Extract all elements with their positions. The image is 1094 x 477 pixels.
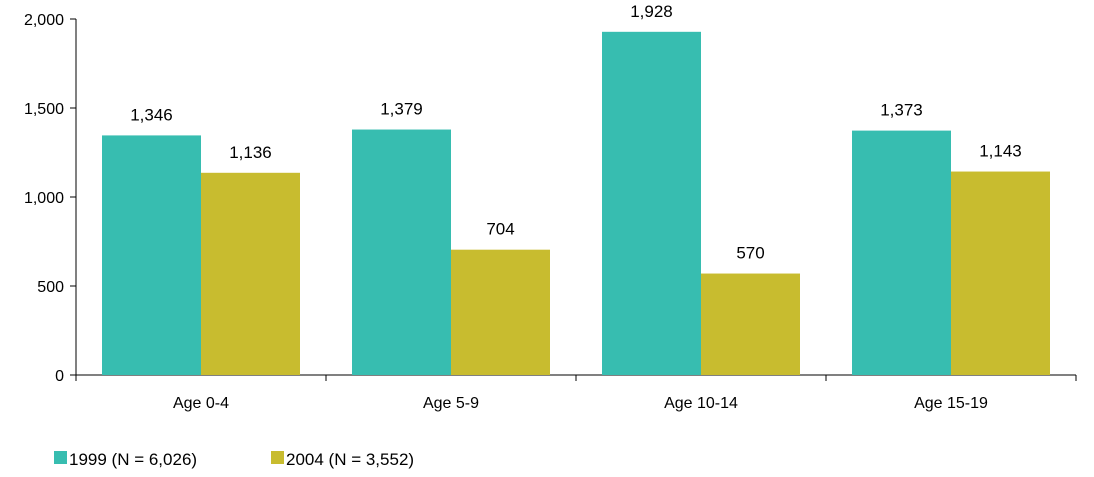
y-tick-label: 2,000 bbox=[24, 12, 64, 29]
bar-series-1 bbox=[102, 135, 201, 375]
x-category-label: Age 15-19 bbox=[914, 395, 988, 412]
legend-swatch bbox=[54, 451, 67, 464]
data-label: 1,346 bbox=[130, 105, 173, 124]
chart-legend: 1999 (N = 6,026) 2004 (N = 3,552) bbox=[54, 450, 414, 469]
x-category-label: Age 5-9 bbox=[423, 395, 479, 412]
legend-swatch bbox=[271, 451, 284, 464]
data-label: 1,373 bbox=[880, 101, 923, 120]
x-category-label: Age 0-4 bbox=[173, 395, 229, 412]
data-label: 704 bbox=[486, 220, 514, 239]
bar-series-1 bbox=[852, 130, 951, 375]
chart-data-labels: 1,346 1,136 1,379 704 1,928 570 1,373 1,143 bbox=[130, 2, 1022, 263]
data-label: 1,379 bbox=[380, 100, 423, 119]
data-label: 1,928 bbox=[630, 2, 673, 21]
bar-series-2 bbox=[951, 171, 1050, 375]
y-tick-label: 500 bbox=[37, 279, 64, 296]
legend-label: 1999 (N = 6,026) bbox=[69, 450, 197, 469]
data-label: 1,143 bbox=[979, 142, 1022, 161]
chart-bars bbox=[102, 31, 1050, 375]
bar-series-2 bbox=[701, 273, 800, 375]
legend-label: 2004 (N = 3,552) bbox=[286, 450, 414, 469]
bar-series-1 bbox=[352, 129, 451, 375]
bar-series-1 bbox=[602, 31, 701, 375]
data-label: 1,136 bbox=[229, 143, 272, 162]
bar-series-2 bbox=[201, 172, 300, 375]
chart-axes: 0 500 1,000 1,500 2,000 Age 0-4 Age 5-9 Age 10-… bbox=[24, 12, 1077, 412]
bar-series-2 bbox=[451, 249, 550, 375]
data-label: 570 bbox=[736, 244, 764, 263]
y-tick-label: 1,000 bbox=[24, 190, 64, 207]
y-tick-label: 1,500 bbox=[24, 101, 64, 118]
x-category-label: Age 10-14 bbox=[664, 395, 738, 412]
y-tick-label: 0 bbox=[55, 368, 64, 385]
